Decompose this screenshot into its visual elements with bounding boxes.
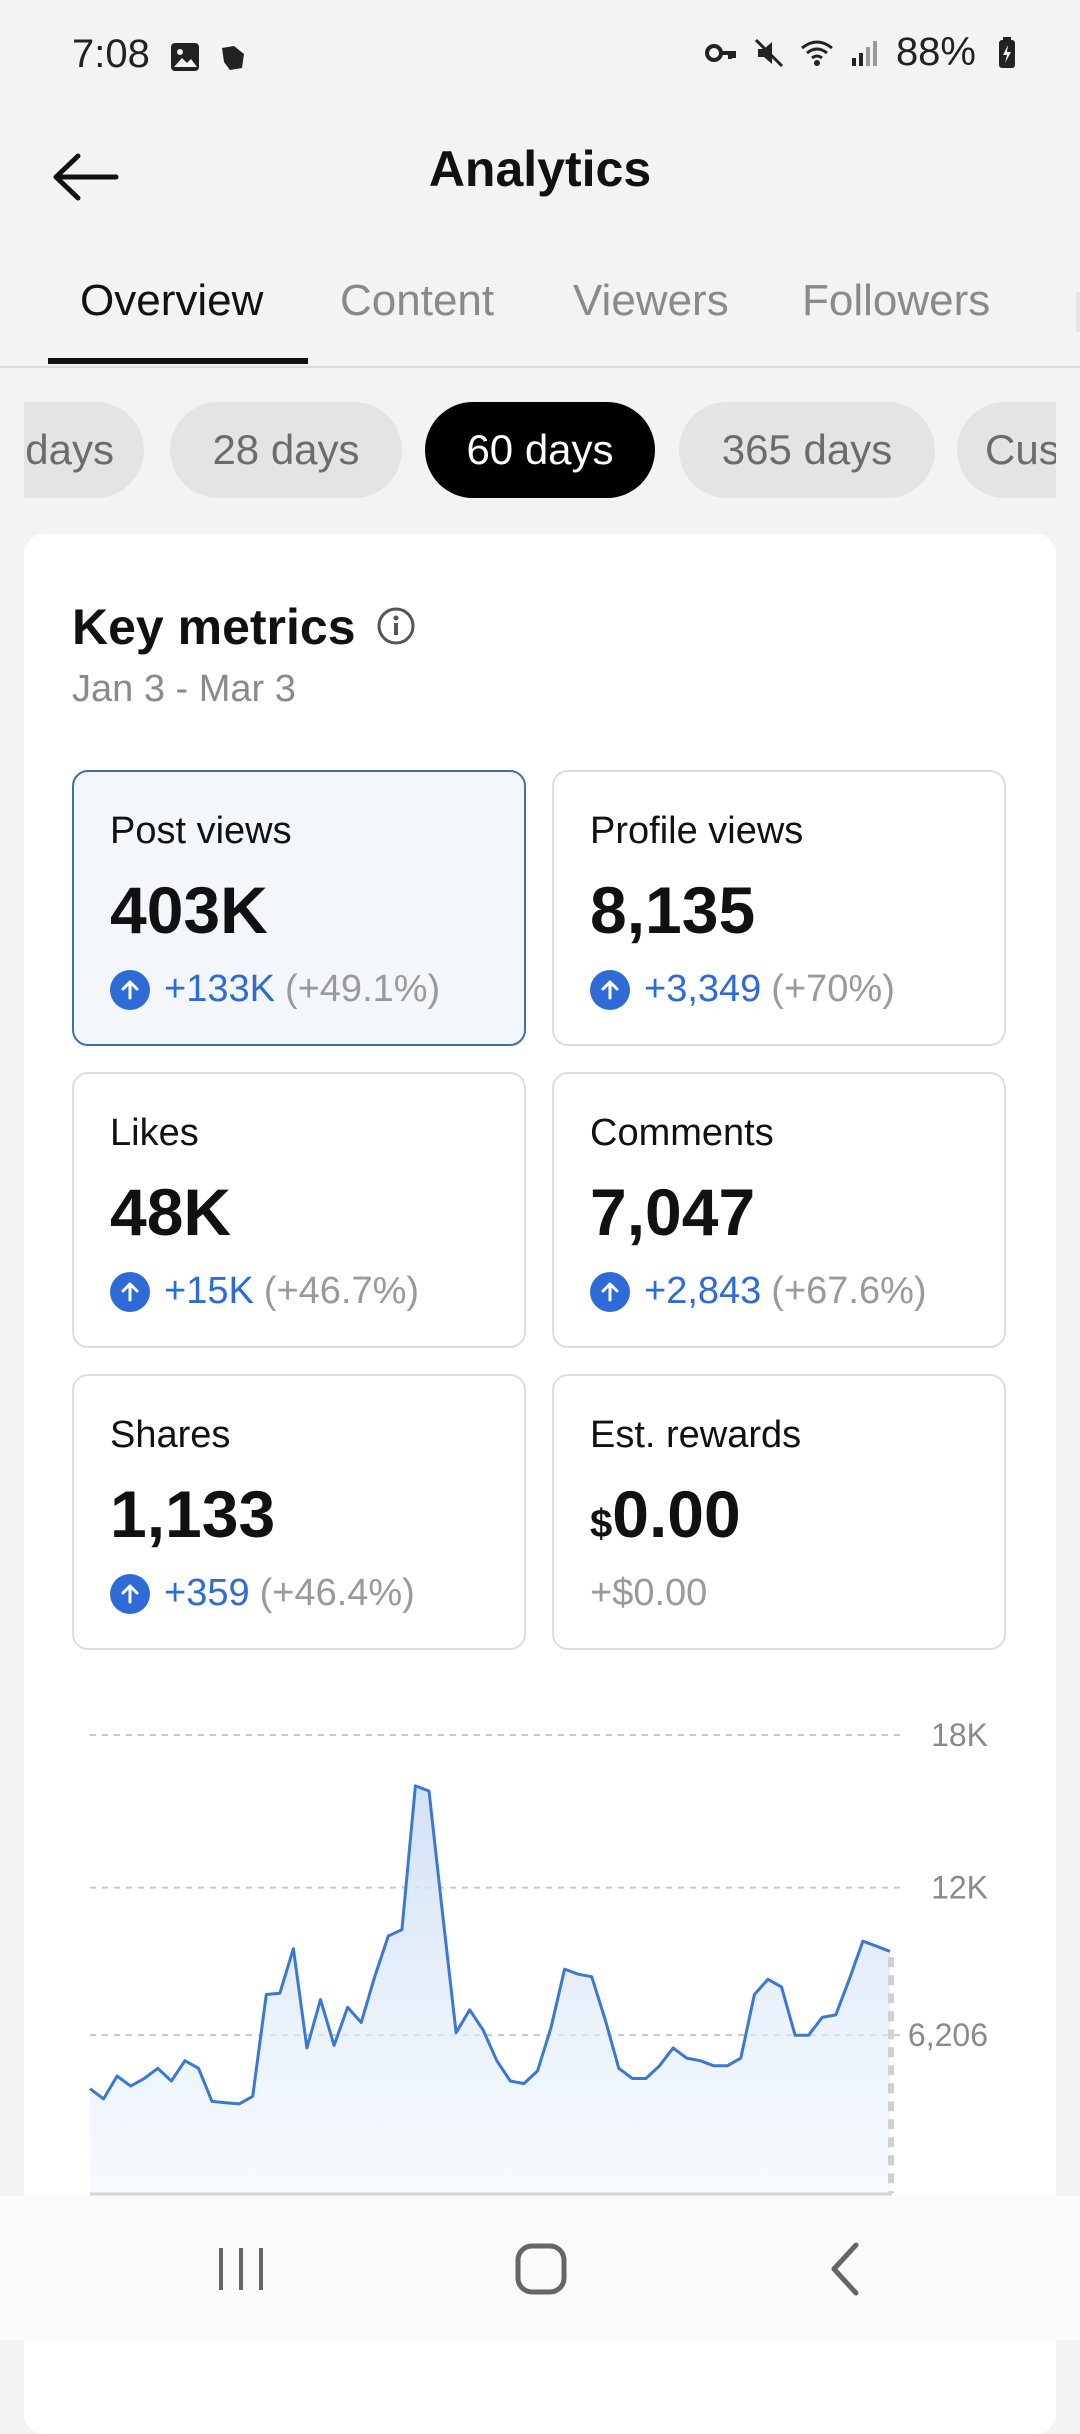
period-chip-365-days[interactable]: 365 days	[679, 402, 935, 498]
metric-delta: +133K	[164, 968, 275, 1010]
period-chip-28-days[interactable]: 28 days	[170, 402, 402, 498]
app-icon	[222, 46, 244, 70]
tab-followers[interactable]: Followers	[802, 276, 991, 325]
metric-delta: +$0.00	[590, 1572, 708, 1614]
back-chevron-icon	[831, 2242, 859, 2296]
signal-icon	[851, 40, 877, 66]
back-nav-button[interactable]	[800, 2234, 890, 2304]
metric-value: 403K	[110, 873, 268, 947]
y-tick-label: 12K	[931, 1870, 988, 1906]
back-arrow-icon	[53, 153, 119, 201]
post-views-chart: 18K 12K 6,206	[89, 1717, 988, 2196]
metric-est-rewards[interactable]: Est. rewards $0.00 +$0.00	[552, 1374, 1006, 1650]
info-icon[interactable]	[376, 606, 416, 646]
arrow-up-icon	[110, 1573, 150, 1614]
battery-percent: 88%	[895, 30, 976, 74]
app-header: Analytics	[0, 112, 1080, 232]
page-title: Analytics	[428, 141, 652, 197]
metric-delta-percent: (+46.7%)	[263, 1270, 420, 1312]
metric-label: Post views	[110, 810, 292, 852]
active-tab-indicator	[48, 358, 308, 364]
arrow-up-icon	[590, 1271, 630, 1312]
y-tick-label: 6,206	[908, 2017, 988, 2053]
status-time: 7:08	[72, 32, 150, 76]
arrow-up-icon	[590, 969, 630, 1010]
metric-delta: +359	[164, 1572, 250, 1614]
back-button[interactable]	[40, 132, 130, 222]
metric-post-views[interactable]: Post views 403K +133K (+49.1%)	[72, 770, 526, 1046]
metric-delta: +3,349	[644, 968, 762, 1010]
tabs-overflow-fade	[1000, 262, 1080, 366]
metric-shares[interactable]: Shares 1,133 +359 (+46.4%)	[72, 1374, 526, 1650]
period-chip-7-days[interactable]: days	[24, 402, 144, 498]
metric-label: Shares	[110, 1414, 231, 1456]
tab-content[interactable]: Content	[340, 276, 495, 325]
metric-delta: +15K	[164, 1270, 254, 1312]
metric-value: 48K	[110, 1175, 232, 1249]
metric-delta-percent: (+70%)	[771, 968, 895, 1010]
key-icon	[704, 43, 736, 62]
metric-label: Profile views	[590, 810, 804, 852]
recent-apps-icon	[219, 2248, 263, 2290]
metric-delta-percent: (+49.1%)	[284, 968, 441, 1010]
tab-viewers[interactable]: Viewers	[573, 276, 729, 325]
chart-area-fill	[90, 1785, 890, 2193]
system-nav-bar	[0, 2196, 1080, 2340]
metric-delta-percent: (+46.4%)	[259, 1572, 415, 1614]
recent-apps-button[interactable]	[196, 2234, 286, 2304]
metric-label: Est. rewards	[590, 1414, 802, 1456]
metric-value: 7,047	[590, 1175, 756, 1249]
period-chip-custom[interactable]: Cus	[957, 402, 1056, 498]
metric-label: Comments	[590, 1112, 774, 1154]
period-selector: days 28 days 60 days 365 days Cus	[24, 402, 1056, 500]
battery-icon	[999, 36, 1015, 68]
date-range: Jan 3 - Mar 3	[72, 668, 296, 710]
metric-likes[interactable]: Likes 48K +15K (+46.7%)	[72, 1072, 526, 1348]
tab-overflow-hint	[1076, 292, 1080, 332]
metric-label: Likes	[110, 1112, 199, 1154]
period-chip-60-days[interactable]: 60 days	[425, 402, 655, 498]
metric-delta-percent: (+67.6%)	[771, 1270, 927, 1312]
metric-value: 1,133	[110, 1477, 276, 1551]
metric-value: 8,135	[590, 873, 756, 947]
home-button[interactable]	[496, 2234, 586, 2304]
chart-series-line	[89, 1784, 891, 2106]
wifi-icon	[801, 40, 833, 66]
tab-overview[interactable]: Overview	[80, 276, 264, 325]
y-tick-label: 18K	[931, 1717, 988, 1753]
metric-delta: +2,843	[644, 1270, 762, 1312]
metric-value: 0.00	[612, 1477, 741, 1551]
metric-profile-views[interactable]: Profile views 8,135 +3,349 (+70%)	[552, 770, 1006, 1046]
home-icon	[515, 2243, 567, 2295]
image-icon	[171, 43, 199, 71]
tab-bar: Overview Content Viewers Followers	[0, 262, 1080, 368]
metric-comments[interactable]: Comments 7,047 +2,843 (+67.6%)	[552, 1072, 1006, 1348]
arrow-up-icon	[110, 969, 150, 1010]
key-metrics-title: Key metrics	[72, 599, 356, 655]
arrow-up-icon	[110, 1271, 150, 1312]
currency-symbol: $	[590, 1502, 613, 1546]
mute-icon	[754, 38, 783, 67]
status-bar: 7:08 88%	[0, 0, 1080, 112]
